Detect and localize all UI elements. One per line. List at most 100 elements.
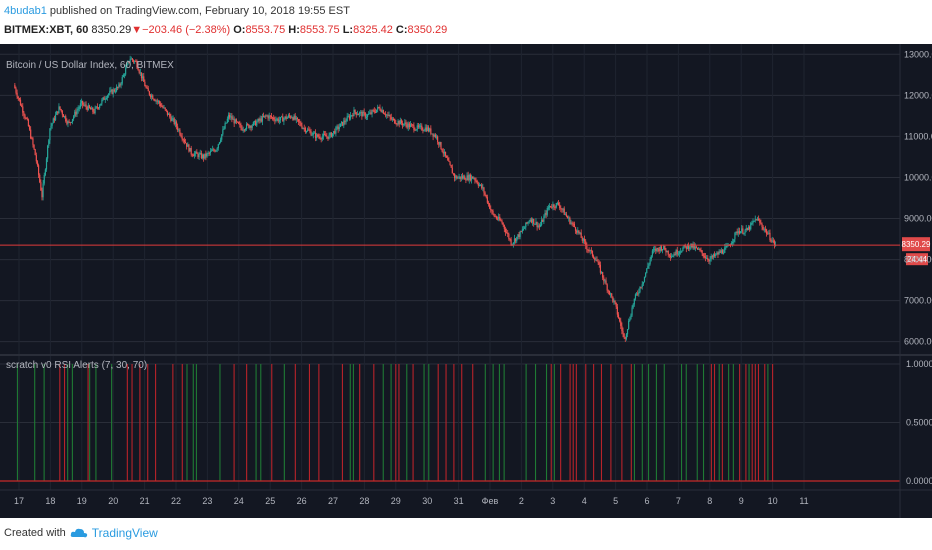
candle-body [661, 248, 664, 251]
candle-body [53, 118, 56, 121]
time-tick-label: 8 [707, 496, 712, 506]
candle-body [631, 307, 633, 316]
candle-body [505, 232, 508, 234]
candle-body [100, 103, 102, 106]
candle-body [723, 252, 725, 254]
candle-body [156, 100, 158, 102]
candle-body [369, 112, 371, 114]
candle-body [494, 216, 496, 218]
candle-body [640, 286, 642, 288]
candle-body [149, 94, 152, 98]
candle-body [147, 88, 149, 92]
candle-body [84, 104, 86, 106]
candle-body [126, 64, 128, 69]
candle-body [604, 280, 606, 282]
candle-body [463, 176, 465, 179]
candle-body [455, 176, 457, 179]
candle-body [144, 81, 146, 87]
candle-body [227, 115, 230, 119]
candle-body [490, 208, 492, 211]
candle-body [44, 169, 46, 175]
candle-body [620, 320, 622, 326]
price-tick-label: 11000.00 [904, 131, 932, 141]
candle-body [374, 111, 377, 113]
candle-body [554, 207, 556, 209]
candle-body [522, 228, 525, 230]
candle-body [671, 256, 673, 258]
candle-body [754, 219, 756, 221]
time-tick-label: 23 [202, 496, 212, 506]
candle-body [473, 178, 475, 180]
candle-body [409, 124, 412, 128]
candle-body [614, 300, 616, 303]
candle-body [60, 109, 62, 112]
candle-body [45, 158, 48, 170]
candle-body [234, 119, 236, 124]
candle-body [715, 254, 717, 256]
candle-body [85, 104, 87, 108]
candle-body [351, 115, 353, 117]
candle-body [187, 144, 189, 147]
candle-body [269, 115, 271, 117]
author-link[interactable]: 4budab1 [4, 5, 47, 17]
candle-body [582, 238, 585, 241]
candle-body [524, 227, 526, 229]
candle-body [48, 140, 50, 146]
candle-body [236, 121, 239, 123]
candle-body [485, 194, 487, 198]
candle-body [452, 173, 455, 175]
candle-body [424, 127, 426, 131]
candle-body [31, 138, 33, 140]
candle-body [741, 228, 743, 232]
candle-body [541, 219, 543, 225]
candle-body [672, 255, 674, 257]
candle-body [364, 112, 366, 118]
time-tick-label: 6 [644, 496, 649, 506]
candle-body [510, 239, 512, 245]
candle-body [567, 216, 569, 219]
chart-area[interactable]: 8350.29 24:44 6000.00 7000.00 8000.00 9000.0… [0, 44, 932, 518]
candle-body [577, 230, 579, 233]
candle-body [677, 253, 679, 255]
candle-body [397, 120, 399, 124]
candle-body [602, 272, 604, 278]
candle-body [79, 103, 82, 108]
candle-body [140, 72, 143, 79]
candle-body [737, 231, 739, 234]
candle-body [519, 231, 521, 238]
candle-body [438, 142, 440, 145]
candle-body [136, 61, 138, 68]
candle-body [388, 115, 390, 117]
candle-body [253, 120, 256, 123]
candle-body [340, 121, 343, 124]
candle-body [146, 87, 148, 89]
candle-body [186, 143, 188, 147]
candle-body [645, 273, 647, 277]
candle-body [218, 142, 221, 145]
candle-body [470, 176, 473, 181]
candle-body [208, 152, 210, 154]
candle-body [389, 115, 391, 118]
candle-body [206, 153, 208, 157]
candle-body [771, 240, 773, 242]
candle-body [169, 113, 171, 117]
tradingview-brand[interactable]: TradingView [91, 526, 158, 540]
candle-body [646, 268, 648, 274]
candle-body [113, 89, 115, 92]
candle-body [733, 239, 735, 242]
candle-body [356, 114, 358, 116]
candle-body [641, 284, 643, 288]
candle-body [501, 221, 503, 224]
candle-body [251, 125, 253, 128]
candle-body [708, 259, 710, 262]
candle-body [658, 248, 660, 252]
candle-body [352, 115, 354, 117]
candle-body [285, 116, 287, 119]
candle-body [233, 118, 235, 124]
candle-body [442, 151, 444, 154]
candle-body [158, 101, 161, 104]
candle-body [50, 125, 52, 129]
candle-body [76, 110, 78, 115]
time-tick-label: 29 [391, 496, 401, 506]
candle-body [201, 154, 204, 159]
